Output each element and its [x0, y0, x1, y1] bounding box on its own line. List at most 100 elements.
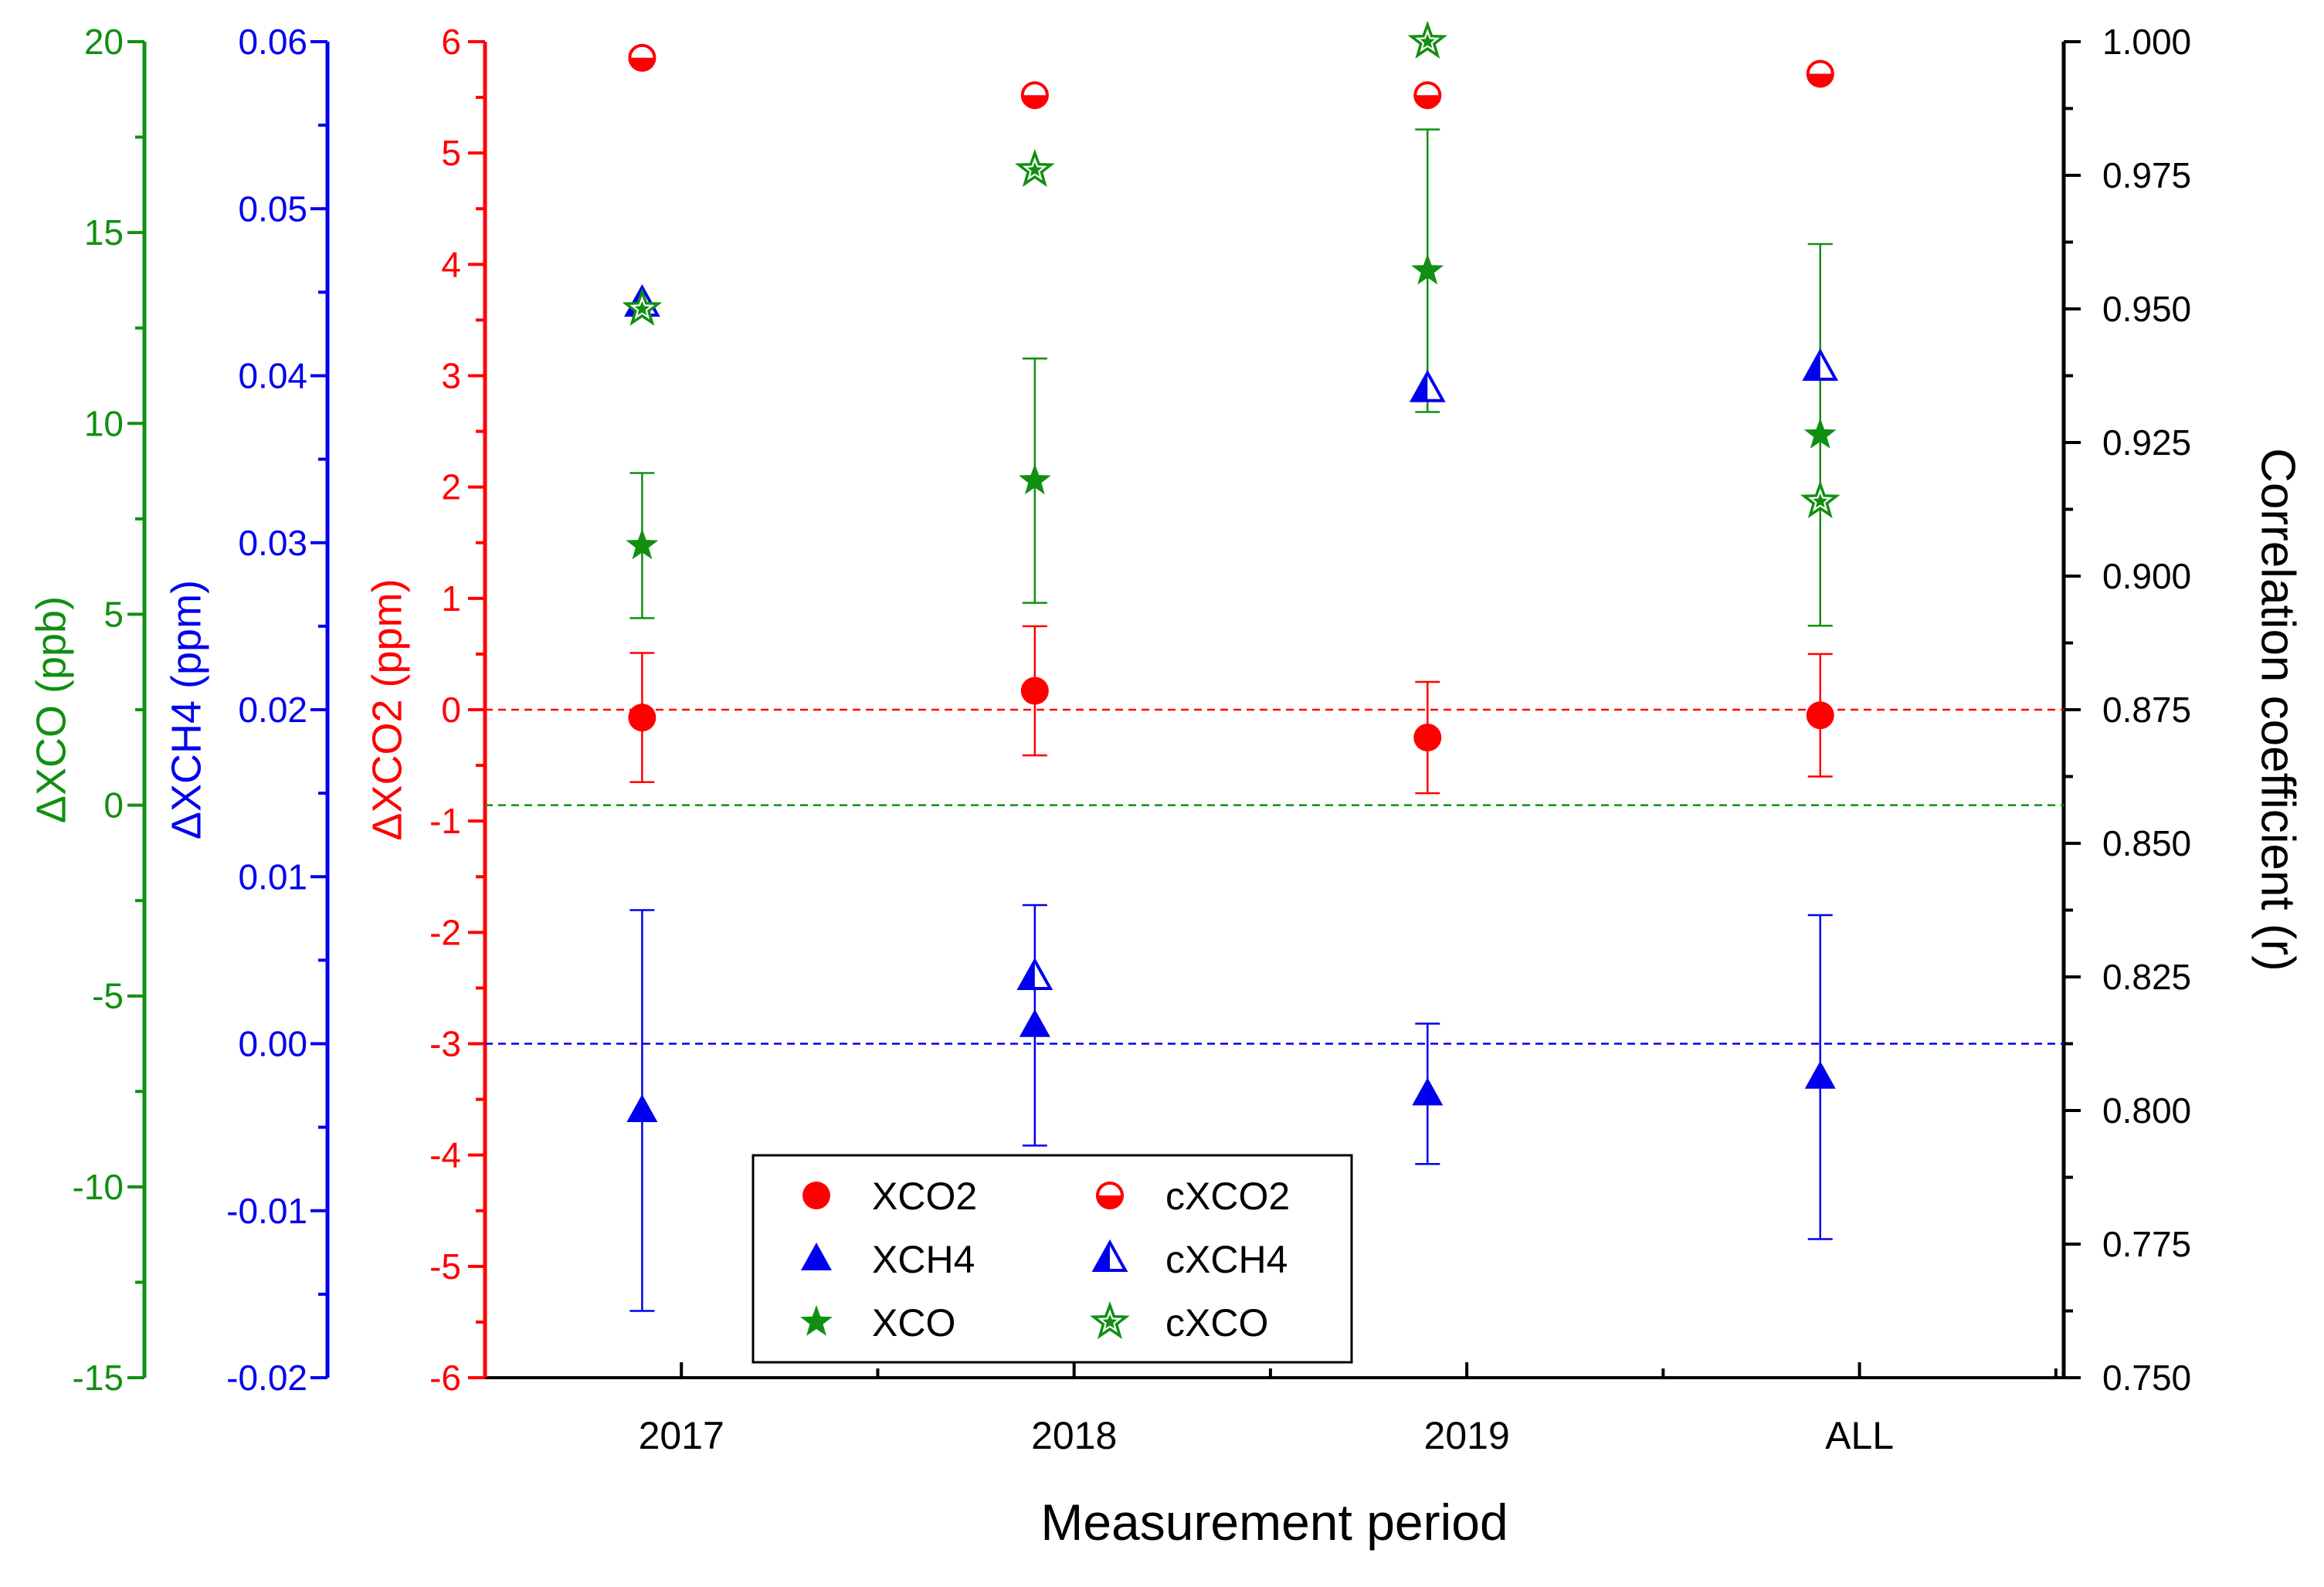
xco-tick-label: 5 — [103, 594, 124, 634]
xco-point — [626, 528, 659, 560]
xco-tick-label: -5 — [92, 976, 124, 1016]
legend-marker — [1090, 1300, 1130, 1339]
cxco-point — [1407, 20, 1448, 59]
xch4-tick-label: 0.03 — [238, 523, 307, 563]
xco2-tick-label: 6 — [441, 22, 461, 62]
legend-label: cXCO2 — [1165, 1175, 1290, 1218]
star-marker-shape — [626, 528, 659, 560]
star-marker-shape — [1411, 253, 1444, 285]
star-marker-inner — [1102, 1314, 1118, 1329]
series-cxch4 — [623, 283, 1839, 990]
xco-axis-title: ΔXCO (ppb) — [28, 596, 74, 823]
star-marker-inner — [1420, 34, 1435, 49]
triangle-marker-half-fill — [1094, 1243, 1110, 1270]
xch4-tick-label: -0.01 — [226, 1191, 307, 1231]
legend-marker — [1096, 1182, 1124, 1209]
r-tick-label: 0.825 — [2102, 957, 2191, 997]
cxco-point — [622, 287, 663, 326]
xco2-point — [1806, 701, 1834, 730]
xco2-point — [1020, 677, 1049, 705]
r-axis-title: Correlation coefficient (r) — [2251, 448, 2305, 972]
legend-marker — [800, 1305, 833, 1336]
r-tick-label: 0.975 — [2102, 155, 2191, 195]
cxco2-point — [628, 43, 656, 72]
circle-marker-shape — [1806, 701, 1834, 730]
xco2-tick-label: -2 — [429, 912, 461, 952]
xch4-tick-label: 0.01 — [238, 856, 307, 897]
xco-tick-label: 0 — [103, 785, 124, 826]
xch4-tick-label: 0.04 — [238, 356, 307, 396]
x-tick-label: 2019 — [1424, 1414, 1510, 1457]
cxch4-point — [1802, 348, 1839, 381]
legend-item-xch4: XCH4 — [801, 1238, 975, 1281]
cxch4-point — [1409, 369, 1446, 402]
xco-point — [1411, 253, 1444, 285]
xco-tick-label: -10 — [73, 1167, 124, 1207]
cxco-point — [1800, 480, 1841, 519]
circle-marker-shape — [1413, 724, 1442, 752]
xch4-point — [626, 1094, 658, 1122]
xco2-tick-label: -4 — [429, 1135, 461, 1175]
cxco-point — [1015, 148, 1055, 188]
r-tick-label: 0.750 — [2102, 1358, 2191, 1398]
r-tick-label: 0.925 — [2102, 422, 2191, 463]
xco2-tick-label: -1 — [429, 801, 461, 841]
xco-point — [1018, 463, 1051, 495]
xch4-axis-title: ΔXCH4 (ppm) — [163, 580, 209, 839]
xco2-axis-title: ΔXCO2 (ppm) — [364, 578, 410, 840]
legend-marker — [801, 1243, 832, 1270]
xco2-point — [1413, 724, 1442, 752]
legend-label: XCO — [872, 1301, 955, 1345]
xco2-point — [628, 704, 656, 732]
xco2-tick-label: 3 — [441, 356, 461, 396]
triangle-marker-shape — [626, 1094, 658, 1122]
xco2-tick-label: 1 — [441, 578, 461, 619]
cxco2-point — [1020, 81, 1049, 110]
star-marker-inner — [634, 301, 650, 316]
legend-label: XCO2 — [872, 1175, 977, 1218]
xco2-tick-label: -5 — [429, 1246, 461, 1287]
circle-marker-shape — [628, 704, 656, 732]
xco2-tick-label: 0 — [441, 690, 461, 730]
triangle-marker-half-fill — [1804, 351, 1820, 380]
r-tick-label: 0.900 — [2102, 556, 2191, 596]
xch4-point — [1019, 1009, 1050, 1037]
legend-label: cXCH4 — [1165, 1238, 1288, 1281]
x-tick-label: ALL — [1825, 1414, 1894, 1457]
circle-marker-shape — [1020, 677, 1049, 705]
legend: XCO2 cXCO2 XCH4 cXCH4 XCO cXCO — [751, 1154, 1353, 1364]
triangle-marker-shape — [1019, 1009, 1050, 1037]
xco-tick-label: 20 — [84, 22, 124, 62]
r-tick-label: 0.950 — [2102, 289, 2191, 329]
star-marker-shape — [1018, 463, 1051, 495]
xch4-tick-label: -0.02 — [226, 1358, 307, 1398]
legend-marker — [1091, 1239, 1128, 1272]
triangle-marker-half-fill — [1019, 961, 1035, 988]
r-tick-label: 0.800 — [2102, 1090, 2191, 1131]
xco2-tick-label: 2 — [441, 467, 461, 507]
r-tick-label: 0.775 — [2102, 1224, 2191, 1264]
circle-marker-half-fill — [1096, 1195, 1124, 1209]
x-axis-title: Measurement period — [1040, 1494, 1508, 1551]
r-tick-label: 0.875 — [2102, 690, 2191, 730]
cxco2-point — [1413, 81, 1442, 110]
x-tick-label: 2018 — [1031, 1414, 1117, 1457]
series-cxco2 — [628, 43, 1834, 110]
circle-marker-half-fill — [628, 57, 656, 72]
xco2-tick-label: 5 — [441, 133, 461, 173]
series-xco — [626, 128, 1837, 627]
triangle-marker-half-fill — [1412, 372, 1428, 401]
legend-item-xco2: XCO2 — [802, 1175, 977, 1218]
legend-label: XCH4 — [872, 1238, 975, 1281]
series-cxco — [622, 20, 1841, 519]
data-layer — [485, 20, 2064, 1312]
circle-marker-half-fill — [1806, 73, 1834, 88]
xch4-tick-label: 0.02 — [238, 690, 307, 730]
series-xch4 — [626, 904, 1836, 1312]
xco2-tick-label: 4 — [441, 244, 461, 284]
legend-item-cxco2: cXCO2 — [1096, 1175, 1290, 1218]
xco-tick-label: 15 — [84, 212, 124, 253]
legend-item-xco: XCO — [800, 1301, 955, 1345]
